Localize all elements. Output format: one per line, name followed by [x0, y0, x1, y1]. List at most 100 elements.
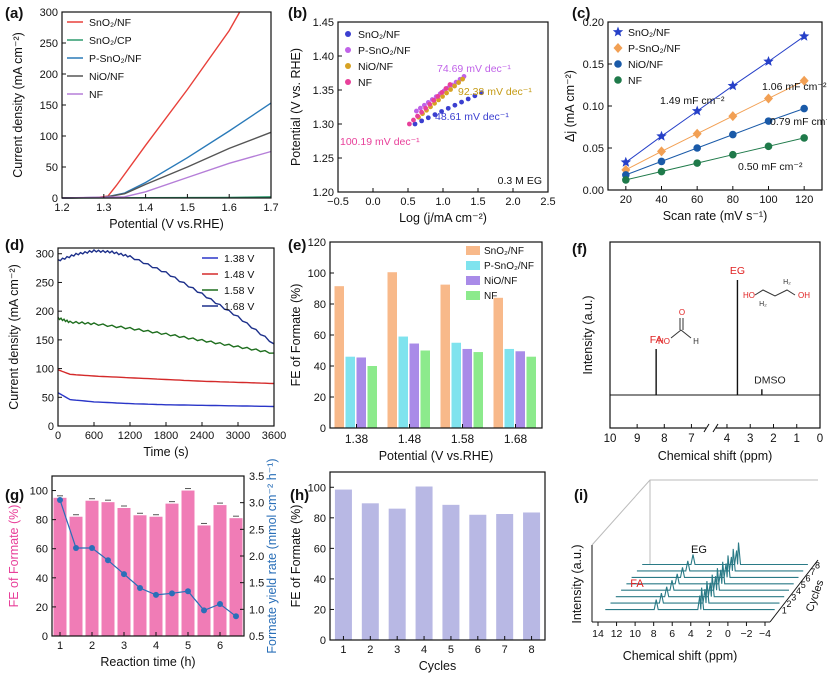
- fe-bar: [197, 525, 211, 636]
- x-tick-label: 1.2: [54, 202, 69, 214]
- fe-bar: [165, 503, 179, 636]
- data-point: [798, 30, 810, 41]
- x-tick-label: 4: [153, 640, 159, 652]
- fe-bar: [133, 515, 147, 636]
- x-tick-label: −2: [740, 628, 752, 640]
- capacitance-label: 1.06 mF cm⁻²: [762, 81, 827, 93]
- x-tick-label: 1800: [154, 430, 178, 442]
- cycle-label: 5: [801, 580, 806, 590]
- peak-label: DMSO: [754, 374, 786, 386]
- x-tick-label: 60: [691, 194, 703, 206]
- x-tick-label: 0.5: [400, 196, 415, 208]
- x-tick-label: 2: [89, 640, 95, 652]
- atom-label: OH: [798, 291, 810, 300]
- cycle-label: 8: [815, 560, 820, 570]
- x-tick-label: 1: [794, 433, 800, 445]
- x-tick-label: 1.4: [138, 202, 153, 214]
- y-tick-label: 80: [314, 299, 326, 311]
- data-point: [799, 75, 809, 86]
- y-tick-label: 0: [48, 421, 54, 433]
- y-tick-label: 0.10: [583, 101, 604, 113]
- legend-marker: [614, 60, 622, 68]
- fe-bar: [361, 503, 379, 640]
- y-tick-label: 150: [40, 100, 58, 112]
- y-tick-label: 20: [314, 604, 326, 616]
- y-tick-label: 0.00: [583, 185, 604, 197]
- legend-label: NiO/NF: [628, 59, 663, 71]
- x-tick-label: 1.0: [435, 196, 450, 208]
- y-tick-label: 200: [36, 306, 54, 318]
- x-tick-label: 3: [394, 644, 400, 656]
- axis-break: [703, 423, 710, 433]
- data-point: [693, 144, 701, 152]
- data-point: [425, 115, 431, 121]
- legend-label: 1.68 V: [224, 301, 254, 313]
- cycle-label: 6: [805, 573, 810, 583]
- data-point: [800, 104, 808, 113]
- fe-bar: [229, 518, 243, 636]
- panel-label: (h): [290, 487, 309, 504]
- legend-swatch: [466, 246, 480, 255]
- data-point: [452, 83, 457, 89]
- data-point: [729, 130, 737, 139]
- legend-label: SnO₂/NF: [484, 246, 524, 257]
- yield-point: [73, 545, 79, 551]
- x-tick-label: 1.68: [504, 432, 528, 446]
- data-point: [479, 90, 484, 96]
- yield-point: [153, 591, 159, 598]
- data-point: [620, 156, 632, 167]
- legend-swatch: [466, 276, 480, 285]
- y-tick-label: 1.5: [249, 578, 264, 590]
- axis-break: [712, 423, 719, 433]
- axis-box: [591, 479, 818, 546]
- bar: [526, 356, 536, 428]
- fe-bar: [213, 505, 227, 636]
- peak-label: FA: [630, 578, 644, 590]
- data-point: [727, 80, 739, 91]
- x-tick-label: 1.7: [263, 202, 278, 214]
- x-axis-label: Chemical shift (ppm): [658, 449, 773, 463]
- data-point: [622, 176, 630, 184]
- yield-point: [57, 497, 63, 503]
- data-point: [435, 93, 441, 99]
- y-axis-label: Intensity (a.u.): [581, 295, 595, 374]
- legend-marker: [612, 26, 624, 37]
- fe-bar: [69, 516, 83, 636]
- y-tick-label: 250: [40, 38, 58, 50]
- data-point: [459, 99, 464, 105]
- spectrum-trace: [621, 568, 789, 591]
- y-tick-label: 0.20: [583, 17, 604, 29]
- data-point: [472, 93, 478, 99]
- peak-label: EG: [691, 544, 707, 556]
- fe-bar: [181, 490, 195, 636]
- x-axis-label: Scan rate (mV s⁻¹): [663, 209, 768, 223]
- yield-point: [137, 585, 143, 591]
- bar: [504, 348, 514, 428]
- plot-frame: [609, 241, 821, 429]
- data-point: [693, 159, 701, 167]
- fe-bar: [53, 497, 67, 636]
- y-axis-label: Current density (mA cm⁻²): [11, 32, 25, 178]
- panel-label: (c): [572, 5, 590, 22]
- y-tick-label: 1.20: [313, 187, 334, 199]
- legend-label: SnO₂/NF: [628, 27, 670, 39]
- x-axis-label: Chemical shift (ppm): [623, 649, 738, 663]
- data-point: [407, 121, 412, 127]
- legend-label: P-SnO₂/NF: [358, 45, 411, 57]
- fe-bar: [469, 514, 487, 640]
- data-point: [443, 86, 449, 91]
- data-point: [657, 157, 666, 166]
- bar: [345, 356, 355, 428]
- x-tick-label: 7: [502, 644, 508, 656]
- bar: [493, 297, 503, 428]
- panel-label: (b): [288, 5, 307, 22]
- yield-point: [217, 601, 223, 607]
- panel-label: (i): [574, 487, 588, 504]
- series-line-3: [57, 249, 275, 345]
- data-point: [691, 105, 703, 116]
- legend-swatch: [466, 261, 480, 270]
- y-tick-label: 100: [36, 364, 54, 376]
- x-tick-label: 4: [421, 644, 427, 656]
- x-tick-label: −4: [759, 628, 771, 640]
- cycle-label: 4: [796, 586, 801, 596]
